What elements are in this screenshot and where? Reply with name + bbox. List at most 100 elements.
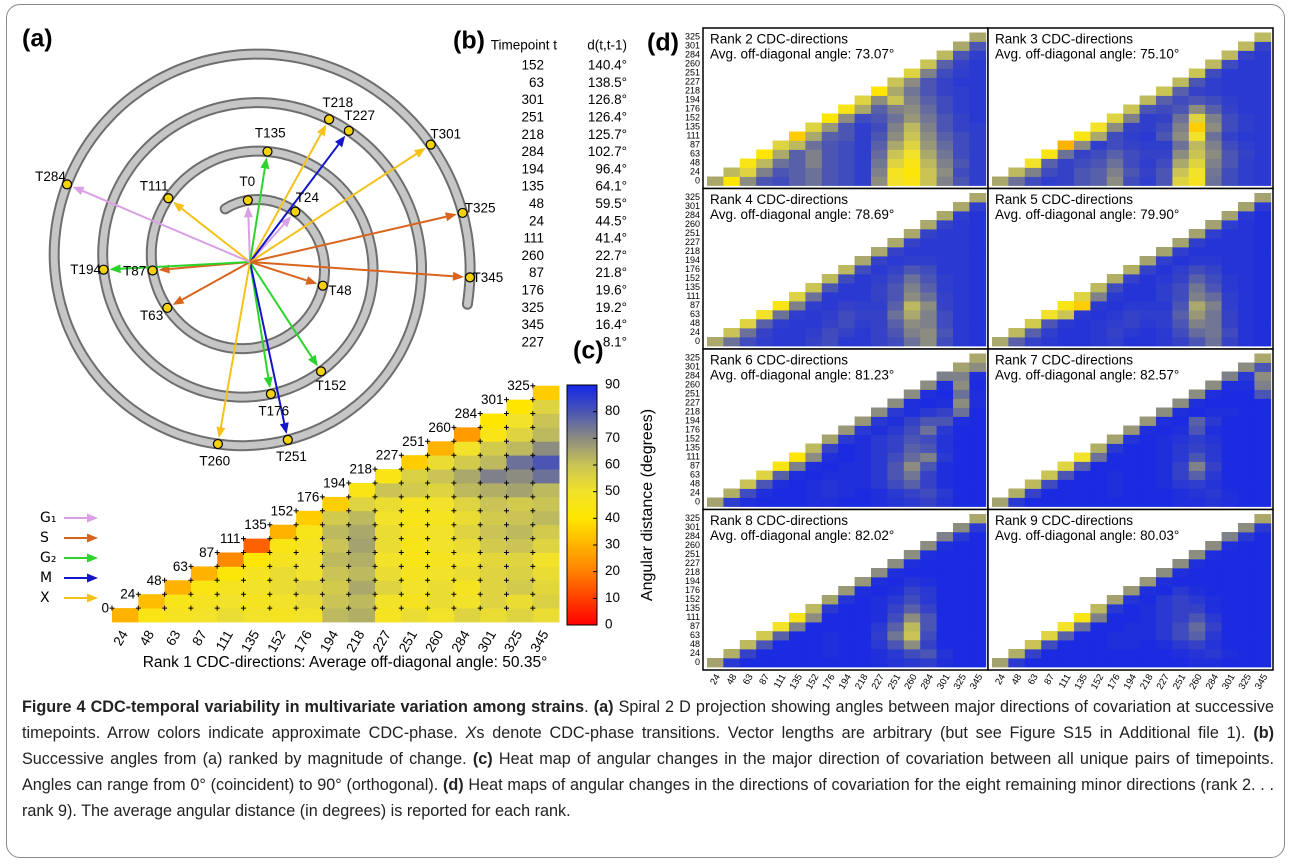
heatmap-cell [375, 524, 402, 539]
arrow-shaft [249, 153, 418, 263]
heatmap-cell [1106, 658, 1124, 668]
spiral [50, 50, 474, 450]
heatmap-cell [1221, 532, 1239, 542]
heatmap-cell [920, 649, 937, 659]
heatmap-cell [1254, 640, 1272, 650]
heatmap-cell [1139, 122, 1157, 132]
heatmap-cell [936, 301, 954, 311]
y-tick-label: 24 [690, 166, 700, 176]
heatmap-cell [1139, 586, 1157, 596]
heatmap-cell [838, 425, 855, 435]
heatmap-cell [838, 301, 855, 311]
panel-label: (a) [22, 25, 53, 53]
y-tick-label: 111 [686, 291, 700, 301]
y-tick-label: 87 [690, 460, 700, 470]
heatmap-cell [903, 149, 921, 159]
timepoint-cell: 227 [521, 334, 544, 349]
x-tick-label: 135 [238, 628, 262, 655]
heatmap-cell [532, 413, 560, 428]
heatmap-cell [532, 594, 560, 609]
heatmap-cell [920, 586, 937, 596]
heatmap-cell [1041, 310, 1058, 320]
y-tick-label: 284 [685, 210, 700, 220]
heatmap-cell [854, 649, 872, 659]
heatmap-cell [838, 631, 855, 641]
timepoint-marker [242, 195, 253, 206]
heatmap-cell [953, 550, 970, 560]
heatmap-cell [1188, 604, 1206, 614]
heatmap-cell [1238, 389, 1255, 399]
heatmap-cell [992, 337, 1009, 347]
heatmap-cell [739, 337, 757, 347]
heatmap-cell [969, 425, 987, 435]
heatmap-cell [805, 131, 823, 141]
heatmap-cell [953, 425, 970, 435]
y-tick-label: 24 [690, 327, 700, 337]
heatmap-cell [1221, 622, 1239, 632]
heatmap-cell [920, 425, 937, 435]
y-tick-label: 48 [690, 639, 700, 649]
heatmap-cell [871, 113, 888, 123]
heatmap-cell [854, 640, 872, 650]
heatmap-cell [887, 247, 905, 257]
heatmap-cell [838, 479, 855, 489]
heatmap-cell [821, 122, 839, 132]
heatmap-cell [723, 328, 741, 338]
heatmap-cell [854, 658, 872, 668]
heatmap-cell [969, 131, 987, 141]
heatmap-cell [887, 398, 905, 408]
heatmap-cell [1106, 443, 1124, 453]
x-tick-label: 135 [1073, 672, 1090, 690]
heatmap-cell [1221, 50, 1239, 60]
y-tick-label: 260 [428, 420, 451, 435]
heatmap-cell [1139, 158, 1157, 168]
heatmap-cell [1238, 631, 1255, 641]
heatmap-cell [739, 658, 757, 668]
timepoint-cell: 87 [529, 265, 544, 280]
heatmap-cell [1139, 622, 1157, 632]
heatmap-cell [1205, 131, 1222, 141]
heatmap-cell [1238, 310, 1255, 320]
angle-cell: 126.8° [588, 92, 627, 107]
heatmap-cell [1238, 274, 1255, 284]
y-tick-label: 218 [685, 406, 700, 416]
heatmap-cell [1238, 640, 1255, 650]
heatmap-cell [1123, 658, 1140, 668]
heatmap-cell [190, 594, 218, 609]
heatmap-cell [953, 59, 970, 69]
timepoint-label: T345 [473, 270, 504, 285]
heatmap-cell [969, 247, 987, 257]
heatmap-cell [1188, 319, 1206, 329]
heatmap-cell [1008, 649, 1026, 659]
heatmap-cell [348, 538, 376, 553]
heatmap-cell [506, 552, 534, 567]
arrow-head [260, 157, 270, 170]
heatmap-cell [920, 407, 937, 417]
y-tick-label: 0 [695, 175, 700, 185]
x-tick-label: 63 [1026, 672, 1041, 687]
heatmap-cell [772, 640, 790, 650]
heatmap-cell [871, 407, 888, 417]
heatmap-cell [1123, 283, 1140, 293]
heatmap-cell [1024, 337, 1042, 347]
column-header: d(t,t-1) [587, 38, 627, 53]
heatmap-cell [1238, 604, 1255, 614]
heatmap-cell [480, 594, 507, 609]
heatmap-cell [1024, 328, 1042, 338]
heatmap-cell [1238, 380, 1255, 390]
heatmap-cell [871, 658, 888, 668]
heatmap-cell [789, 328, 806, 338]
heatmap-cell [969, 452, 987, 462]
heatmap-cell [953, 283, 970, 293]
heatmap-cell [1254, 229, 1272, 239]
heatmap-cell [1188, 122, 1206, 132]
heatmap-cell [772, 479, 790, 489]
heatmap-cell [903, 283, 921, 293]
heatmap-cell [838, 337, 855, 347]
subplot-subtitle: Avg. off-diagonal angle: 79.90° [995, 207, 1179, 222]
heatmap-cell [789, 337, 806, 347]
heatmap-cell [887, 86, 905, 96]
heatmap-cell [1238, 568, 1255, 578]
heatmap-cell [1238, 461, 1255, 471]
heatmap-cell [1106, 452, 1124, 462]
